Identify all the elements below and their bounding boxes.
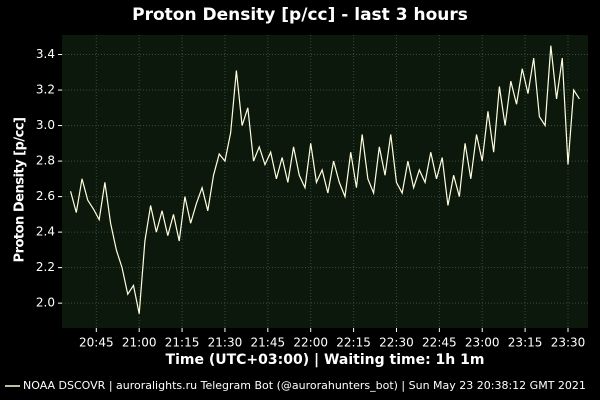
x-axis-label: Time (UTC+03:00) | Waiting time: 1h 1m [166,352,485,368]
x-tick-label: 21:15 [165,336,200,350]
x-tick-label: 22:45 [422,336,457,350]
x-tick-label: 23:15 [508,336,543,350]
y-tick-label: 2.4 [36,225,55,239]
y-tick-label: 3.2 [36,83,55,97]
x-tick-label: 23:30 [551,336,586,350]
chart-title: Proton Density [p/cc] - last 3 hours [132,5,468,25]
data-line [69,45,580,314]
footer: NOAA DSCOVR | auroralights.ru Telegram B… [23,379,586,392]
y-tick-label: 2.0 [36,296,55,310]
x-tick-label: 22:15 [336,336,371,350]
y-tick-label: 2.2 [36,260,55,274]
x-tick-label: 22:30 [379,336,414,350]
y-tick-label: 3.0 [36,118,55,132]
x-tick-label: 21:00 [122,336,157,350]
x-tick-label: 20:45 [79,336,114,350]
y-axis-label: Proton Density [p/cc] [13,118,28,263]
legend-label: NOAA DSCOVR [23,379,106,392]
x-tick-label: 23:00 [465,336,500,350]
x-tick-label: 22:00 [293,336,328,350]
y-tick-label: 3.4 [36,47,55,61]
y-tick-label: 2.8 [36,154,55,168]
x-tick-label: 21:45 [251,336,286,350]
x-tick-label: 21:30 [208,336,243,350]
y-tick-label: 2.6 [36,189,55,203]
footer-text: | auroralights.ru Telegram Bot (@aurorah… [109,379,586,392]
